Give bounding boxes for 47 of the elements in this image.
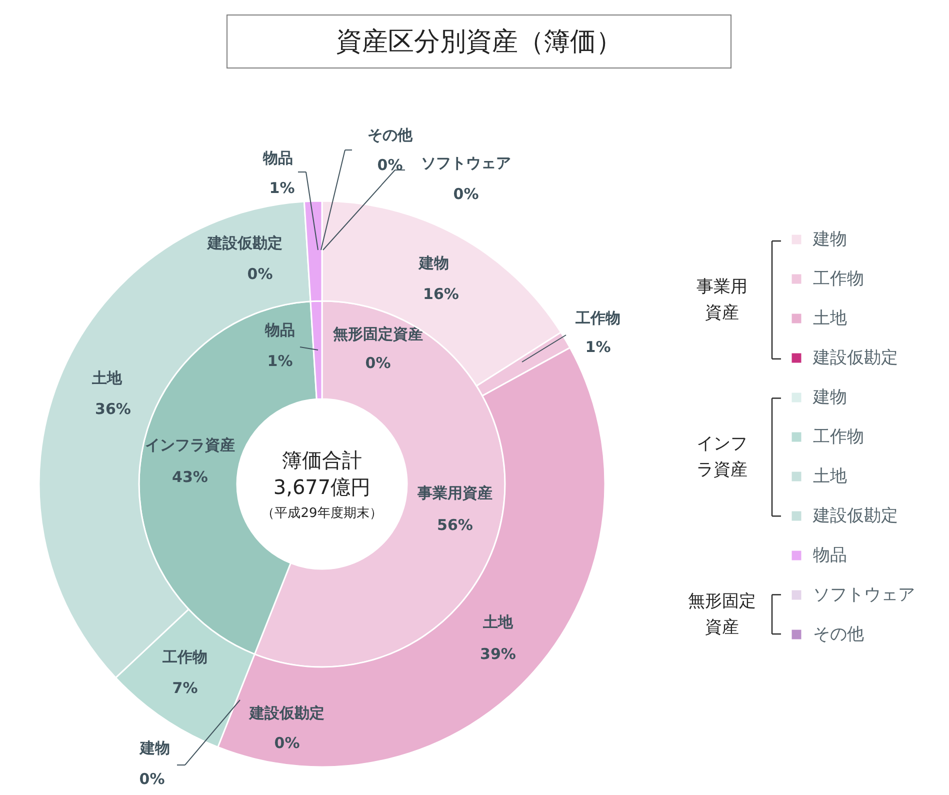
data-label: 43% bbox=[172, 468, 208, 486]
category-label: 建設仮勘定 bbox=[208, 234, 282, 252]
text: 0% bbox=[139, 770, 165, 788]
text: （平成29年度期末） bbox=[262, 505, 382, 521]
text: 0% bbox=[453, 185, 479, 203]
category-label: 事業用資産 bbox=[696, 276, 748, 323]
slice-label: 物品 bbox=[264, 321, 295, 339]
data-label: 56% bbox=[437, 516, 473, 534]
data-label: 1% bbox=[269, 179, 295, 197]
data-label: 7% bbox=[172, 679, 198, 697]
chart-title: 資産区分別資産（簿価） bbox=[336, 27, 622, 57]
category-label: インフラ資産 bbox=[696, 434, 748, 480]
category-label: ソフトウェア bbox=[813, 585, 915, 605]
text: 3,677億円 bbox=[273, 475, 371, 499]
slice-label: 建物 bbox=[418, 254, 449, 272]
legend-label: 土地 bbox=[813, 308, 847, 328]
slice-label: 工作物 bbox=[574, 309, 620, 327]
data-label: 39% bbox=[480, 645, 516, 663]
category-label: 建物 bbox=[140, 739, 170, 757]
data-label: 1% bbox=[267, 352, 293, 370]
legend-label: その他 bbox=[813, 624, 864, 644]
text: 0% bbox=[247, 265, 273, 283]
slice-label: 土地 bbox=[482, 613, 514, 631]
legend-label: 建設仮勘定 bbox=[812, 348, 898, 368]
legend-label: 土地 bbox=[813, 466, 847, 486]
data-label: 36% bbox=[95, 400, 131, 418]
text: 簿価合計 bbox=[282, 448, 362, 472]
legend-label: 工作物 bbox=[813, 427, 864, 447]
legend-label: 物品 bbox=[813, 546, 847, 566]
slice-label: 土地 bbox=[91, 369, 123, 387]
legend-label: 建物 bbox=[812, 388, 847, 408]
legend-label: 工作物 bbox=[813, 269, 864, 289]
text: 0% bbox=[274, 734, 300, 752]
data-label: 1% bbox=[585, 338, 611, 356]
slice-label: 物品 bbox=[262, 149, 293, 167]
legend-label: 建設仮勘定 bbox=[812, 506, 898, 526]
legend-label: 建物 bbox=[812, 230, 847, 250]
category-label: その他 bbox=[368, 126, 412, 144]
category-label: 建設仮勘定 bbox=[250, 704, 324, 722]
slice-label: 工作物 bbox=[162, 648, 208, 666]
data-label: 16% bbox=[423, 285, 459, 303]
slice-label: 事業用資産 bbox=[416, 484, 492, 502]
text: 0% bbox=[377, 156, 403, 174]
text: 0% bbox=[365, 354, 391, 372]
legend-label: 無形固定資産 bbox=[688, 591, 756, 638]
legend-label: ソフトウェア bbox=[421, 154, 511, 172]
slice-label: インフラ資産 bbox=[145, 436, 235, 454]
